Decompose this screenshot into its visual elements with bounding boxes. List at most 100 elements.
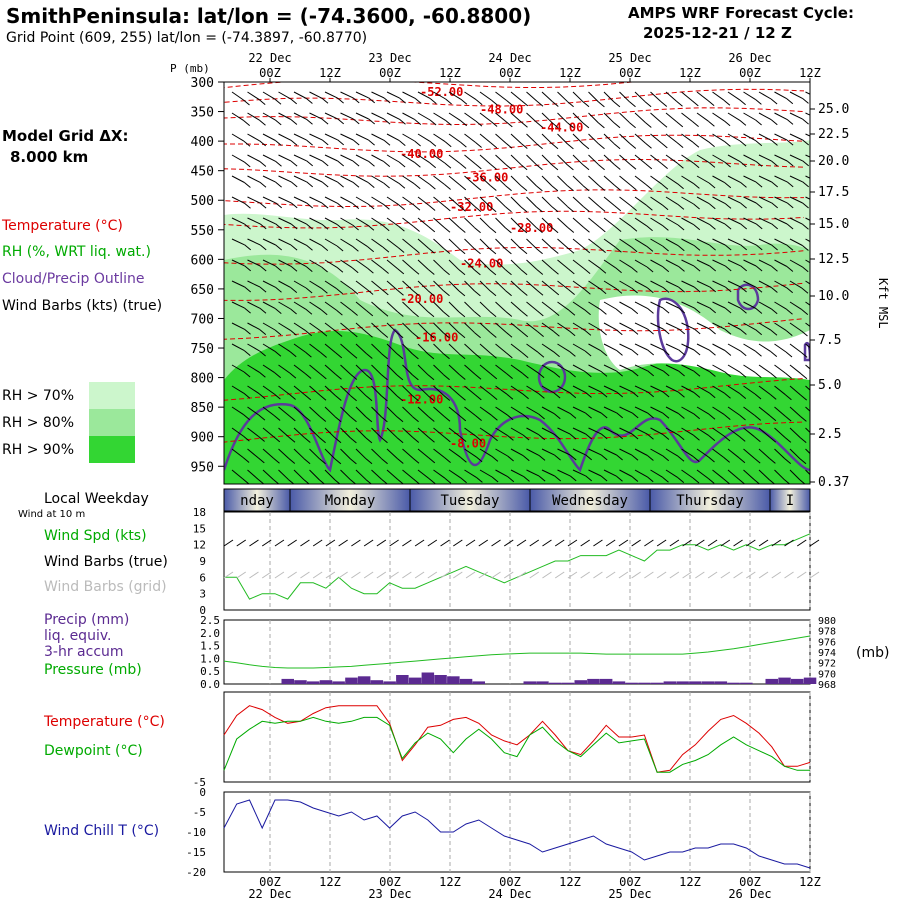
wind-barb-flag [551,122,559,129]
wind-barb [417,133,431,142]
wind-barb-flag [769,436,777,443]
wind-barb-flag [444,457,451,463]
bottom-date-label: 24 Dec [488,887,531,900]
temperature-contour-label: -48.00 [480,103,523,117]
wind-barb [650,301,664,309]
wind-barb-flag [569,413,577,419]
wind-barb-flag [458,269,466,276]
wind-barb-flag [784,437,792,443]
wind-barb [479,448,493,457]
wind-barb [231,259,245,267]
wind-barb [278,154,292,162]
wind-barb [588,280,601,290]
wind-barb [309,259,322,268]
wind-barb [665,259,679,267]
wind-barb [293,385,306,396]
wind-barb-flag [475,120,483,127]
wind-barb [402,238,414,249]
kft-tick-label: 12.5 [818,252,849,267]
wind-barb [293,322,306,332]
wind-barb [541,322,554,332]
wind-barb [464,217,475,229]
wind-barb-flag [522,434,530,441]
wind-barb-flag [629,163,637,170]
wind-barb-flag [536,310,544,317]
wind-barb [603,112,615,124]
wind-barb-flag [505,290,512,297]
wind-barb [696,343,710,351]
wind-barb [774,448,786,459]
wind-barb [386,469,398,480]
wind-barb-flag [755,140,763,147]
wind-barb-flag [367,203,375,210]
wind-barb [448,406,461,417]
precip-bar [472,681,485,684]
wind-barb-flag [723,120,731,127]
wind-barb-flag [646,476,654,483]
wind-barb [402,301,413,313]
precip-bar [459,678,473,684]
wind-barb-flag [616,391,624,398]
wind-barb [448,280,460,292]
wind-barb-flag [818,203,824,208]
wind-barb [433,301,444,313]
wind-barb-flag [290,202,298,209]
wind-barb [634,133,646,144]
wind-barb [526,364,539,374]
wind-barb [433,196,445,207]
wind-barb [805,469,810,476]
wind-barb-flag [489,248,497,255]
wind-barb-flag [429,119,437,126]
precip-bar [650,682,664,684]
wind-barb-flag [337,202,344,209]
temperature-contour-label: -24.00 [460,256,503,270]
wind-barb [340,364,352,375]
wind-barb [355,385,367,397]
wind-barb [572,91,584,103]
wind-barb-flag [771,223,779,230]
wind-barb-flag [506,100,513,106]
wind-barb-flag [429,140,437,147]
wind-barb-flag [678,391,685,398]
wind-barb-flag [723,435,731,442]
wind-barb-flag [459,205,466,212]
wind-barb-flag [321,245,329,251]
wind-barb-flag [475,415,482,421]
wind-barb [231,448,244,458]
wind-barb [495,469,509,478]
wind-chill-tick-label: -20 [186,866,206,879]
wind-barb [681,217,695,226]
surface-wind-barb [682,539,692,547]
wind-barb-flag [600,350,608,357]
wind-barb-flag [476,477,483,483]
wind-barb [572,406,586,414]
wind-barb-flag [443,290,450,297]
wind-barb [355,238,368,248]
wind-barb-flag [304,415,311,422]
wind-barb [727,196,741,204]
wind-barb [541,91,553,102]
wind-barb-flag [662,245,669,252]
wind-barb [247,154,261,162]
grid-wind-barb [746,571,756,579]
wind-barb [417,406,429,417]
wind-barb-flag [552,289,560,296]
wind-barb-flag [724,265,732,272]
wind-speed-label: Wind Spd (kts) [44,528,147,544]
wind-barb-flag [645,163,653,170]
wind-barb [479,112,492,122]
kft-tick-label: 22.5 [818,127,849,142]
surface-wind-barb [720,539,731,547]
wind-barb [293,343,306,353]
wind-barb-flag [460,120,468,127]
wind-barb-flag [616,475,623,482]
wind-barb-flag [677,477,685,483]
wind-barb [231,91,244,101]
wind-barb [510,91,523,102]
wind-barb-flag [802,245,809,251]
wind-barb-flag [724,286,732,293]
wind-barb-flag [459,436,467,442]
wind-barb [479,343,491,354]
wind-barb-flag [552,310,560,316]
